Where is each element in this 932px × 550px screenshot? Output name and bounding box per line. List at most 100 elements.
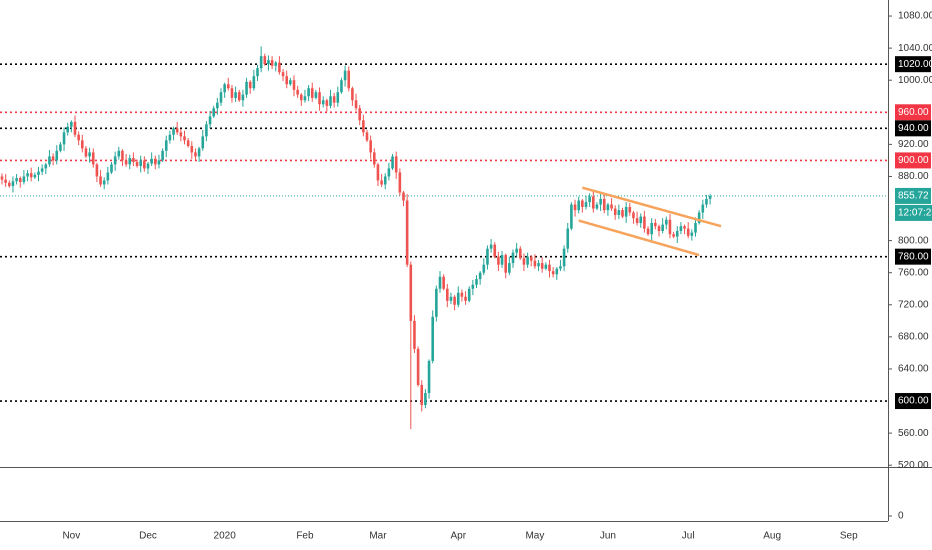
candle-body: [132, 158, 135, 163]
candle-body: [37, 171, 40, 175]
candle-body: [106, 172, 110, 181]
x-tick-label: Mar: [369, 531, 387, 542]
x-tick-label: Nov: [62, 531, 80, 542]
candle-body: [358, 108, 361, 121]
y-tick-label: 560.00: [898, 428, 929, 439]
candle-body: [351, 88, 354, 101]
candle-body: [661, 224, 664, 231]
x-tick-label: Jun: [600, 531, 616, 542]
candle-body: [449, 296, 453, 301]
candle-body: [628, 206, 632, 213]
candle-body: [237, 92, 241, 101]
candle-body: [172, 128, 175, 135]
level-label: 960.00: [898, 107, 929, 118]
candle-body: [416, 348, 420, 385]
candle-body: [113, 156, 117, 165]
candle-body: [639, 216, 643, 223]
candle-body: [310, 88, 314, 98]
candle-body: [705, 198, 708, 205]
candle-body: [453, 296, 456, 305]
candle-body: [409, 264, 413, 321]
candle-body: [66, 126, 69, 133]
candle-body: [515, 248, 518, 253]
candle-body: [314, 92, 318, 98]
candle-body: [431, 316, 434, 361]
candle-body: [387, 168, 391, 177]
candle-body: [146, 163, 150, 169]
trendline: [582, 186, 722, 228]
candle-body: [285, 76, 288, 85]
candle-body: [256, 68, 259, 77]
candle-body: [559, 266, 562, 269]
candle-body: [665, 219, 668, 225]
candle-body: [555, 268, 559, 275]
candle-body: [186, 140, 190, 146]
candle-body: [442, 276, 445, 289]
candle-body: [26, 173, 29, 177]
candle-body: [475, 279, 478, 285]
candle-body: [668, 219, 672, 235]
candle-body: [548, 264, 551, 272]
candle-body: [610, 204, 613, 209]
candle-body: [194, 152, 197, 157]
candle-body: [592, 196, 595, 209]
candle-body: [365, 132, 369, 141]
candle-body: [533, 260, 537, 267]
candle-body: [332, 96, 336, 103]
candle-body: [526, 256, 529, 265]
candle-body: [486, 248, 489, 265]
candle-body: [471, 284, 475, 289]
level-label: 1020.00: [898, 59, 932, 70]
candle-body: [500, 255, 504, 265]
candle-body: [18, 178, 22, 183]
candle-body: [205, 124, 208, 137]
candle-body: [51, 156, 55, 161]
candle-body: [227, 84, 230, 89]
candle-body: [340, 80, 343, 93]
candle-body: [15, 178, 18, 182]
candle-body: [121, 150, 124, 161]
candle-body: [511, 252, 515, 264]
candle-body: [77, 134, 80, 141]
candle-body: [22, 176, 26, 183]
candle-body: [0, 176, 4, 180]
trendline: [578, 219, 700, 257]
candle-body: [270, 60, 274, 66]
candle-body: [522, 258, 526, 265]
level-tag: [895, 393, 931, 410]
candle-body: [263, 56, 267, 65]
candle-body: [259, 56, 263, 69]
candle-body: [613, 208, 617, 215]
candle-body: [646, 228, 650, 235]
y-tick-label: 720.00: [898, 299, 929, 310]
candle-body: [402, 192, 405, 201]
candle-body: [325, 100, 329, 106]
candle-body: [624, 206, 628, 217]
y-tick-label: 880.00: [898, 171, 929, 182]
countdown-tag: [895, 204, 932, 221]
candle-body: [208, 116, 212, 125]
candle-body: [267, 60, 270, 65]
candle-body: [354, 100, 358, 109]
last-price-tag: [895, 187, 931, 204]
candle-body: [292, 80, 296, 90]
candle-body: [70, 121, 73, 127]
candle-body: [128, 158, 132, 165]
candle-body: [201, 136, 205, 149]
candle-body: [489, 244, 493, 249]
candle-body: [278, 62, 281, 73]
candle-body: [427, 360, 431, 394]
level-tag: [895, 104, 931, 121]
candle-body: [281, 72, 285, 77]
candle-body: [621, 210, 624, 217]
candle-body: [537, 263, 540, 267]
candle-body: [190, 145, 194, 153]
candle-body: [252, 76, 256, 89]
candle-body: [654, 222, 657, 227]
candle-body: [230, 88, 234, 98]
candle-body: [683, 226, 686, 229]
y-tick-label: 640.00: [898, 364, 929, 375]
candle-body: [183, 136, 186, 141]
candle-body: [478, 272, 482, 280]
